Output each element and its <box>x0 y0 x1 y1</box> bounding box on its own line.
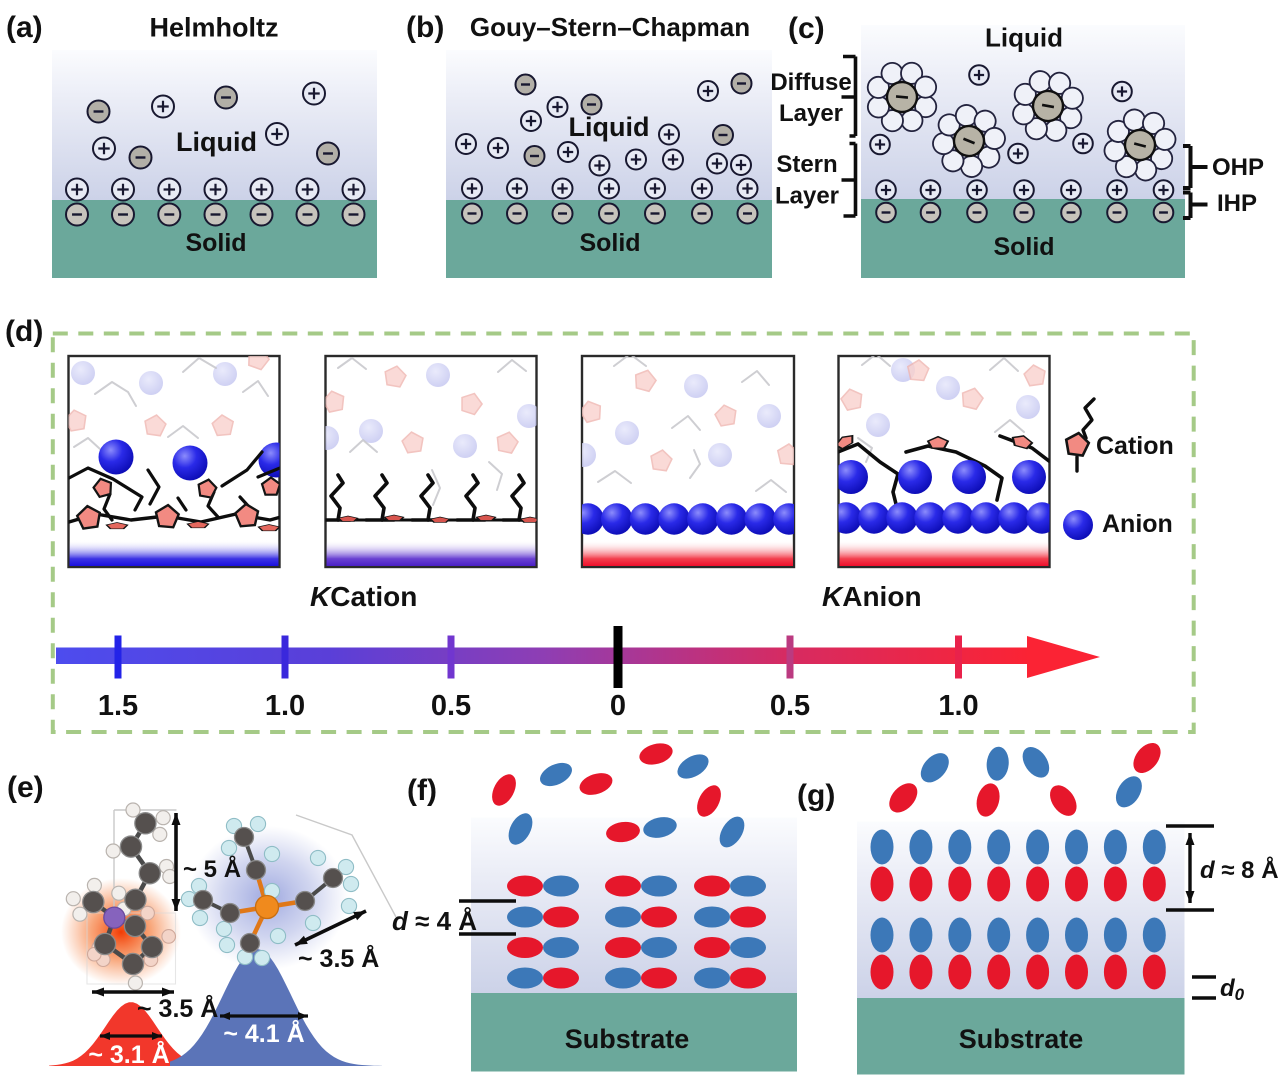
svg-text:Substrate: Substrate <box>565 1024 690 1054</box>
svg-text:KCation: KCation <box>310 581 417 612</box>
svg-text:~ 3.1 Å: ~ 3.1 Å <box>88 1040 169 1069</box>
svg-text:~ 3.5 Å: ~ 3.5 Å <box>298 944 379 973</box>
svg-text:OHP: OHP <box>1212 154 1264 181</box>
svg-text:Liquid: Liquid <box>176 127 257 157</box>
svg-text:(f): (f) <box>407 774 437 807</box>
svg-text:1.0: 1.0 <box>265 690 305 722</box>
svg-text:0.5: 0.5 <box>431 690 471 722</box>
svg-text:(a): (a) <box>6 11 43 44</box>
svg-text:~ 5 Å: ~ 5 Å <box>183 855 241 883</box>
svg-text:Cation: Cation <box>1096 432 1174 460</box>
svg-text:Layer: Layer <box>779 100 843 127</box>
svg-text:0.5: 0.5 <box>770 690 810 722</box>
svg-text:Liquid: Liquid <box>985 23 1063 53</box>
svg-text:Layer: Layer <box>775 183 839 210</box>
svg-text:Liquid: Liquid <box>569 112 650 142</box>
svg-text:d ≈ 8 Å: d ≈ 8 Å <box>1200 856 1279 884</box>
svg-text:(b): (b) <box>406 11 444 44</box>
svg-text:~ 3.5 Å: ~ 3.5 Å <box>137 994 218 1023</box>
svg-text:d0: d0 <box>1220 975 1245 1004</box>
svg-text:Helmholtz: Helmholtz <box>149 13 278 43</box>
svg-text:(e): (e) <box>7 771 44 804</box>
svg-text:Solid: Solid <box>185 229 246 257</box>
svg-text:KAnion: KAnion <box>822 581 922 612</box>
svg-text:Stern: Stern <box>776 151 837 178</box>
svg-text:Anion: Anion <box>1102 510 1173 538</box>
svg-text:Substrate: Substrate <box>959 1024 1084 1054</box>
svg-text:Solid: Solid <box>993 233 1054 261</box>
svg-text:1.0: 1.0 <box>938 690 978 722</box>
svg-text:(c): (c) <box>788 12 825 45</box>
svg-text:(g): (g) <box>797 779 835 812</box>
svg-text:d ≈ 4 Å: d ≈ 4 Å <box>392 906 477 936</box>
svg-text:Solid: Solid <box>579 229 640 257</box>
svg-text:Diffuse: Diffuse <box>770 69 851 96</box>
svg-text:IHP: IHP <box>1217 190 1257 217</box>
svg-text:Gouy–Stern–Chapman: Gouy–Stern–Chapman <box>470 12 750 42</box>
svg-text:1.5: 1.5 <box>98 690 138 722</box>
svg-text:(d): (d) <box>5 315 43 348</box>
svg-text:0: 0 <box>610 690 626 722</box>
svg-text:~ 4.1 Å: ~ 4.1 Å <box>223 1019 304 1048</box>
